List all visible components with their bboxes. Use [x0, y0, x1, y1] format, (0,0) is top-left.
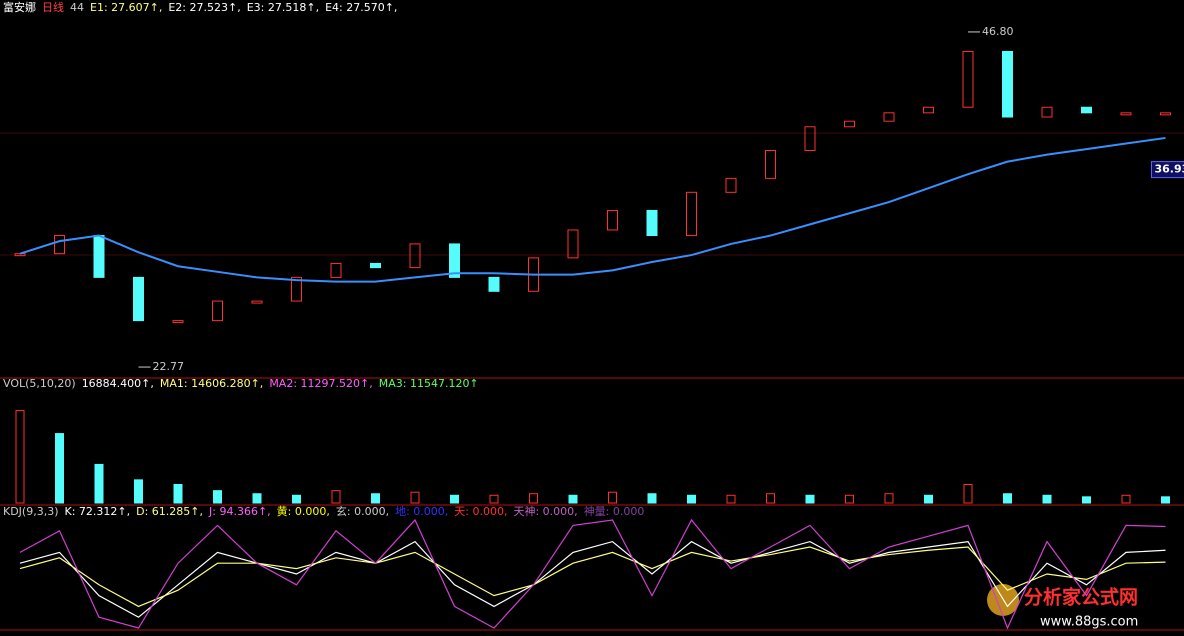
volume-bar	[213, 490, 222, 504]
volume-bar	[529, 493, 538, 504]
candle	[330, 262, 342, 278]
watermark-url: www.88gs.com	[1040, 615, 1138, 630]
candle	[923, 106, 934, 114]
candle	[607, 209, 618, 231]
candle	[409, 243, 421, 269]
candle	[1160, 112, 1171, 116]
volume-bar	[410, 491, 420, 504]
volume-bar	[371, 493, 380, 504]
volume-bar	[173, 483, 183, 504]
candle	[370, 262, 381, 269]
panel-header: E4: 27.570↑,	[325, 1, 397, 14]
volume-bar	[1003, 493, 1012, 504]
volume-bar	[568, 494, 578, 504]
candle	[488, 276, 500, 292]
volume-bar	[331, 490, 341, 504]
panel-header: D: 61.285↑,	[136, 505, 203, 518]
panel-header: 日线	[42, 0, 64, 14]
volume-bar	[805, 494, 815, 504]
volume-bar	[1161, 496, 1170, 504]
volume-bar	[1042, 494, 1052, 504]
panel-header: E2: 27.523↑,	[168, 1, 240, 14]
candle	[172, 320, 184, 324]
price-label: 22.77	[153, 360, 185, 373]
price-label: 46.80	[982, 25, 1014, 38]
series-line	[19, 518, 1166, 630]
volume-bar	[766, 493, 775, 504]
volume-bar	[292, 494, 301, 504]
candle	[765, 149, 776, 179]
volume-bar	[647, 493, 657, 504]
series-line	[19, 136, 1166, 283]
candle	[291, 276, 302, 302]
candle	[54, 235, 65, 255]
candle	[567, 229, 579, 259]
panel-header: MA3: 11547.120↑	[379, 377, 479, 390]
candle	[962, 50, 974, 108]
panel-header: MA1: 14606.280↑,	[160, 377, 263, 390]
panel-header: KDJ(9,3,3)	[3, 505, 59, 518]
candle	[725, 177, 737, 193]
panel-header: J: 94.366↑,	[208, 505, 271, 518]
volume-bar	[1082, 496, 1091, 504]
panel-header: 神量: 0.000	[584, 504, 645, 518]
candle	[686, 191, 697, 237]
panel-header: 黄: 0.000,	[277, 504, 330, 518]
volume-bar	[15, 409, 25, 504]
candle	[844, 120, 855, 128]
volume-bar	[687, 494, 696, 504]
volume-bar	[726, 494, 736, 504]
volume-bar	[252, 493, 262, 504]
candle	[883, 112, 895, 122]
panel-header: 天: 0.000,	[454, 505, 507, 518]
panel-header: MA2: 11297.520↑,	[269, 377, 372, 390]
volume-bar	[489, 494, 499, 504]
panel-header: K: 72.312↑,	[65, 505, 131, 518]
panel-header: 玄: 0.000,	[336, 504, 389, 518]
volume-bar	[1121, 494, 1131, 504]
series-line	[19, 546, 1166, 608]
candle	[133, 276, 144, 322]
series-line	[19, 540, 1166, 618]
candle	[1041, 106, 1053, 118]
candle	[804, 126, 816, 151]
price-label: 36.93	[1155, 163, 1184, 176]
volume-bar	[94, 463, 104, 504]
panel-header: 44	[70, 1, 84, 14]
price-tag	[1151, 161, 1184, 179]
volume-bar	[924, 494, 933, 504]
panel-header: 天神: 0.000,	[513, 504, 577, 518]
candle	[1120, 112, 1132, 116]
panel-header: VOL(5,10,20)	[3, 377, 76, 390]
panel-header: 16884.400↑,	[82, 377, 154, 390]
candle	[1002, 50, 1013, 118]
volume-bar	[963, 483, 973, 504]
volume-bar	[608, 491, 617, 504]
panel-header: E1: 27.607↑,	[90, 1, 162, 14]
watermark-title: 分析家公式网	[1024, 586, 1138, 609]
candle	[1081, 106, 1092, 114]
volume-bar	[134, 479, 143, 504]
panel-header: E3: 27.518↑,	[247, 1, 319, 14]
candle	[251, 300, 263, 304]
volume-bar	[845, 494, 854, 504]
volume-bar	[884, 493, 894, 504]
candle	[646, 209, 658, 237]
volume-bar	[450, 494, 459, 504]
candle	[449, 243, 460, 278]
candle	[93, 235, 105, 278]
panel-header: 富安娜	[3, 0, 36, 14]
candle	[212, 300, 223, 322]
panel-header: 地: 0.000,	[395, 505, 448, 518]
volume-bar	[55, 433, 64, 504]
